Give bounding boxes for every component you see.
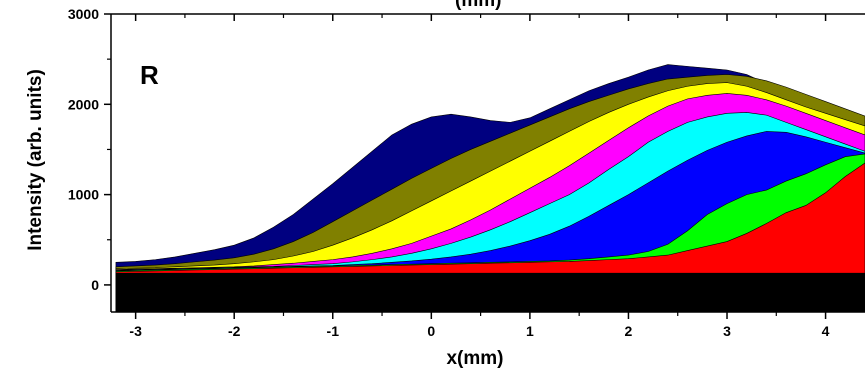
x-tick-label: 0 [427, 323, 435, 339]
y-axis-title: Intensity (arb. units) [25, 69, 46, 251]
x-tick-label: 4 [822, 323, 830, 339]
chart-title-fragment: (mm) [455, 0, 501, 11]
x-tick-label: 2 [625, 323, 633, 339]
x-tick-label: 1 [526, 323, 534, 339]
x-tick-label: -3 [129, 323, 142, 339]
axes [110, 13, 865, 313]
area-series-group [115, 64, 865, 313]
y-tick-label: 3000 [68, 6, 99, 22]
x-tick-label: -2 [228, 323, 241, 339]
y-tick-label: 1000 [68, 187, 99, 203]
y-tick-label: 2000 [68, 96, 99, 112]
x-tick-label: -1 [327, 323, 340, 339]
x-tick-label: 3 [723, 323, 731, 339]
area-series-1 [115, 272, 865, 313]
x-axis-title: x(mm) [446, 348, 503, 369]
ticks: -3 -2 -1 0 1 2 3 4 0 1000 2000 3000 [68, 6, 830, 339]
y-tick-label: 0 [91, 277, 99, 293]
panel-label: R [140, 60, 159, 90]
